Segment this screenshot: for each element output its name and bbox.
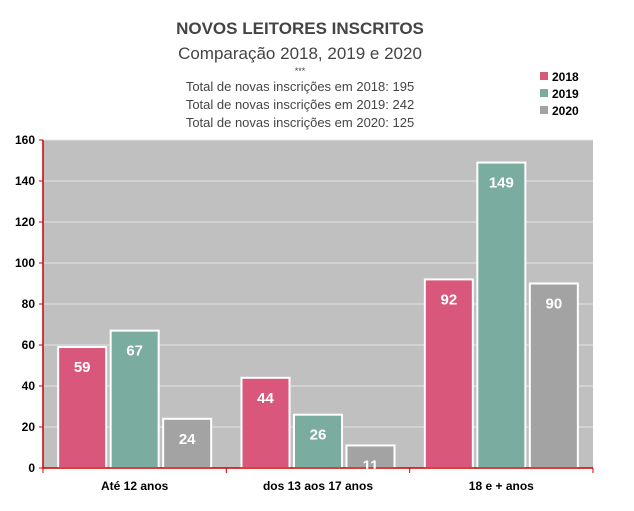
data-label-2020-1: 11 <box>363 457 379 474</box>
y-tick-label-0: 0 <box>28 461 35 475</box>
bar-2018-0 <box>57 346 108 469</box>
bar-2018-2 <box>423 278 474 469</box>
data-label-2018-1: 44 <box>257 390 274 407</box>
data-label-2020-2: 90 <box>545 296 562 313</box>
y-tick-labels: 0 20 40 60 80 100 120 140 160 <box>15 133 43 475</box>
legend-label-2019: 2019 <box>552 87 579 101</box>
y-tick-label-20: 20 <box>22 420 36 434</box>
legend: 2018 2019 2020 <box>540 70 579 118</box>
y-tick-label-160: 160 <box>15 133 35 147</box>
note-total-2020: Total de novas inscrições em 2020: 125 <box>186 115 414 130</box>
chart-subtitle: Comparação 2018, 2019 e 2020 <box>178 44 422 63</box>
data-labels: 59 67 24 44 26 11 92 149 90 <box>74 175 562 475</box>
y-tick-label-40: 40 <box>22 379 36 393</box>
separator-stars: *** <box>295 66 306 76</box>
note-total-2019: Total de novas inscrições em 2019: 242 <box>186 97 414 112</box>
y-tick-label-60: 60 <box>22 338 36 352</box>
x-category-label-2: 18 e + anos <box>469 479 534 493</box>
bar-2018-1 <box>240 376 291 469</box>
bar-2019-0 <box>109 329 160 469</box>
bar-2019-2 <box>476 161 527 470</box>
x-category-label-1: dos 13 aos 17 anos <box>263 479 373 493</box>
legend-swatch-2020 <box>540 106 548 114</box>
bars <box>57 161 579 470</box>
data-label-2019-2: 149 <box>489 175 514 192</box>
data-label-2018-0: 59 <box>74 359 91 376</box>
y-tick-label-80: 80 <box>22 297 36 311</box>
x-category-labels: Até 12 anos dos 13 aos 17 anos 18 e + anos <box>101 479 534 493</box>
y-tick-label-120: 120 <box>15 215 35 229</box>
data-label-2018-2: 92 <box>440 291 457 308</box>
note-total-2018: Total de novas inscrições em 2018: 195 <box>186 79 414 94</box>
bar-2020-0 <box>162 417 213 469</box>
data-label-2019-1: 26 <box>310 427 327 444</box>
data-label-2020-0: 24 <box>179 431 196 448</box>
legend-label-2020: 2020 <box>552 104 579 118</box>
legend-label-2018: 2018 <box>552 70 579 84</box>
bar-2020-2 <box>528 282 579 469</box>
legend-swatch-2018 <box>540 72 548 80</box>
y-tick-label-140: 140 <box>15 174 35 188</box>
chart-title: NOVOS LEITORES INSCRITOS <box>176 19 424 38</box>
bar-2019-1 <box>293 413 343 470</box>
x-category-label-0: Até 12 anos <box>101 479 169 493</box>
y-tick-label-100: 100 <box>15 256 35 270</box>
legend-swatch-2019 <box>540 89 548 97</box>
data-label-2019-0: 67 <box>126 343 143 360</box>
